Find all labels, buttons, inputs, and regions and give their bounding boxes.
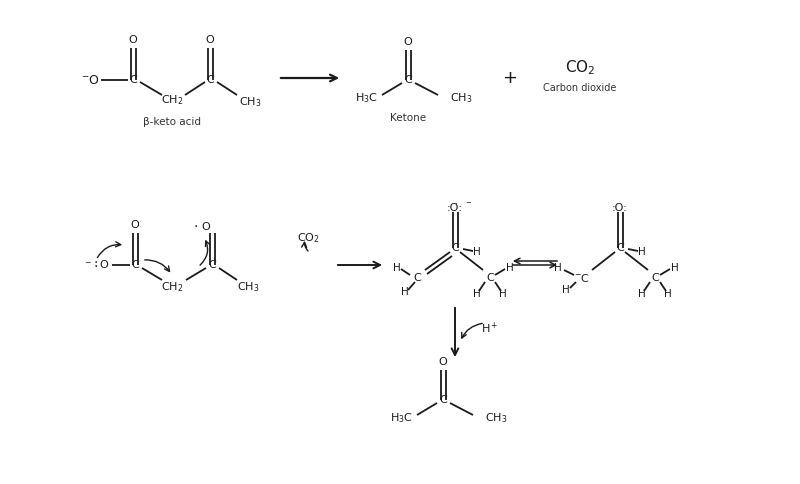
Text: $^{-}$: $^{-}$: [466, 200, 473, 210]
Text: C: C: [129, 75, 137, 85]
FancyArrowPatch shape: [302, 242, 308, 251]
Text: H: H: [499, 289, 507, 299]
Text: Carbon dioxide: Carbon dioxide: [543, 83, 617, 93]
Text: H: H: [393, 263, 401, 273]
Text: Ketone: Ketone: [390, 113, 426, 123]
FancyArrowPatch shape: [98, 242, 121, 257]
Text: C: C: [208, 260, 216, 270]
Text: CH$_3$: CH$_3$: [450, 91, 473, 105]
Text: H: H: [638, 247, 646, 257]
Text: C: C: [413, 273, 421, 283]
FancyArrowPatch shape: [145, 260, 170, 272]
Text: ·: ·: [94, 256, 98, 270]
Text: H$_3$C: H$_3$C: [355, 91, 378, 105]
Text: H: H: [473, 289, 481, 299]
Text: $^{-}$: $^{-}$: [84, 260, 92, 270]
Text: β-keto acid: β-keto acid: [143, 117, 201, 127]
Text: C: C: [206, 75, 214, 85]
Text: O: O: [202, 222, 210, 232]
Text: CH$_3$: CH$_3$: [237, 280, 259, 294]
Text: CH$_3$: CH$_3$: [238, 95, 262, 109]
Text: H: H: [671, 263, 679, 273]
Text: H: H: [506, 263, 514, 273]
Text: O: O: [130, 220, 139, 230]
Text: CO$_2$: CO$_2$: [297, 231, 319, 245]
FancyArrowPatch shape: [200, 241, 210, 265]
Text: H: H: [638, 289, 646, 299]
Text: C: C: [404, 75, 412, 85]
Text: :Ö:: :Ö:: [447, 203, 463, 213]
Text: ·: ·: [194, 220, 198, 234]
Text: C: C: [451, 243, 459, 253]
Text: H: H: [664, 289, 672, 299]
Text: CH$_3$: CH$_3$: [485, 411, 507, 425]
Text: $^{-}$O: $^{-}$O: [81, 74, 100, 87]
Text: O: O: [206, 35, 214, 45]
Text: H: H: [473, 247, 481, 257]
Text: C: C: [616, 243, 624, 253]
Text: H: H: [562, 285, 570, 295]
FancyArrowPatch shape: [462, 323, 482, 338]
Text: H$_3$C: H$_3$C: [390, 411, 413, 425]
Text: C: C: [651, 273, 659, 283]
Text: O: O: [438, 357, 447, 367]
Text: C: C: [131, 260, 139, 270]
Text: ·: ·: [94, 260, 98, 274]
Text: O: O: [404, 37, 412, 47]
Text: +: +: [502, 69, 518, 87]
Text: O: O: [100, 260, 108, 270]
Text: O: O: [129, 35, 138, 45]
Text: :O:: :O:: [612, 203, 628, 213]
Text: H: H: [554, 263, 562, 273]
Text: $^{-}$C: $^{-}$C: [574, 272, 590, 284]
Text: CH$_2$: CH$_2$: [161, 93, 183, 107]
Text: C: C: [486, 273, 494, 283]
Text: C: C: [439, 395, 447, 405]
Text: H$^+$: H$^+$: [482, 320, 498, 335]
Text: CH$_2$: CH$_2$: [161, 280, 183, 294]
Text: CO$_2$: CO$_2$: [565, 59, 595, 77]
Text: H: H: [401, 287, 409, 297]
